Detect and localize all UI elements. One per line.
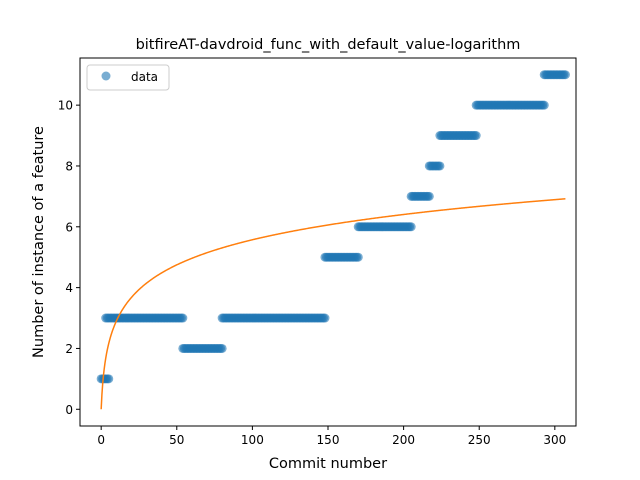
x-tick-label: 150 [317,433,340,447]
data-point [539,100,549,110]
chart-title: bitfireAT-davdroid_func_with_default_val… [136,37,521,53]
legend: data [86,64,170,91]
plot-area: 0 50 100 150 200 250 300 0 2 4 6 8 10 [58,57,577,447]
y-tick-label: 8 [65,159,73,173]
x-tick-label: 100 [241,433,264,447]
data-point [104,374,114,384]
data-point [560,70,570,80]
data-point [406,222,416,232]
data-point [320,313,330,323]
legend-marker [101,71,111,81]
x-tick-label: 250 [468,433,491,447]
x-tick-label: 50 [169,433,184,447]
data-point [424,191,434,201]
data-point [353,252,363,262]
legend-entry-data: data [131,70,158,84]
data-point [471,131,481,141]
data-point [435,161,445,171]
y-tick-label: 4 [65,281,73,295]
y-tick-label: 10 [58,99,73,113]
x-axis: 0 50 100 150 200 250 300 [97,426,566,447]
data-layer [96,70,570,410]
data-point [217,343,227,353]
y-tick-label: 2 [65,342,73,356]
x-tick-label: 300 [543,433,566,447]
x-axis-label: Commit number [269,456,387,472]
data-point [178,313,188,323]
x-tick-label: 200 [392,433,415,447]
y-axis-label: Number of instance of a feature [31,126,47,358]
y-tick-label: 6 [65,220,73,234]
y-axis: 0 2 4 6 8 10 [58,99,80,417]
x-tick-label: 0 [97,433,105,447]
fit-line [100,198,566,410]
y-tick-label: 0 [65,403,73,417]
legend-box [86,64,170,91]
